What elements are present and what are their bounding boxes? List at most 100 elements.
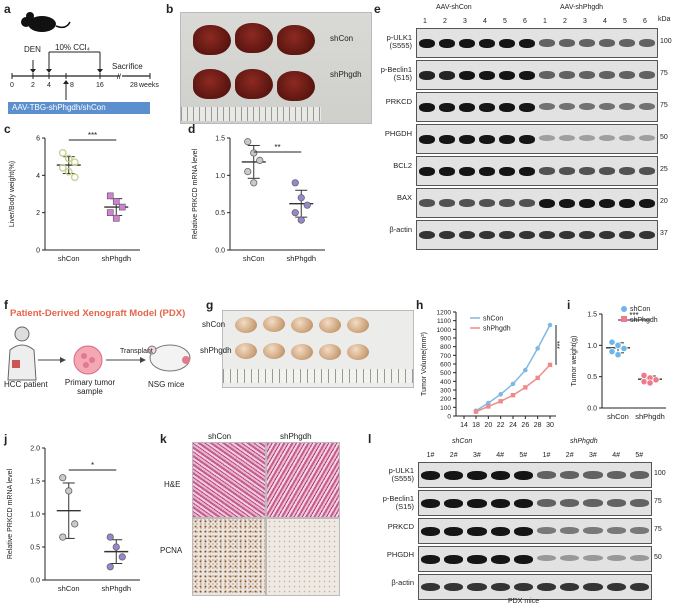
lane-label: 5 (623, 18, 627, 25)
lane-label: 5# (519, 452, 528, 459)
x-tick-label: shPhgdh (101, 254, 131, 263)
x-axis-label: Days (497, 433, 514, 434)
data-point (652, 376, 660, 384)
blot-band (629, 471, 649, 479)
x-tick-label: shPhgdh (286, 254, 316, 263)
kda-marker: 50 (660, 133, 668, 141)
x-tick-label: shPhgdh (635, 412, 665, 421)
blot-band (619, 135, 635, 142)
blot-band (583, 471, 603, 479)
blot-row-label: p-ULK1 (S555) (388, 466, 414, 483)
blot-band (479, 231, 495, 240)
y-axis-label: Tumor Volume(mm³) (421, 332, 428, 396)
chart-d: 0.0 0.5 1.0 1.5 Relative PRKCD mRNA level shC… (192, 136, 325, 263)
x-tick-label: 18 (472, 422, 480, 429)
blot-band (419, 103, 435, 112)
data-point (547, 362, 553, 368)
blot-band (499, 135, 515, 144)
blot-band (619, 71, 635, 79)
blot-band (619, 231, 635, 240)
y-tick-label: 100 (440, 405, 451, 412)
lane-label: 4 (603, 18, 607, 25)
data-point (112, 214, 120, 222)
weeks-label: weeks (139, 82, 159, 89)
tick-8: 8 (70, 82, 74, 89)
lane-label: 5 (503, 18, 507, 25)
kda-marker: 75 (660, 101, 668, 109)
blot-band (419, 199, 435, 207)
legend-marker (621, 306, 627, 312)
y-tick-label: 400 (440, 379, 451, 386)
blot-band (444, 583, 464, 592)
blot-band (559, 71, 575, 79)
lane-label: 3# (473, 452, 481, 459)
y-axis-label: Relative PRKCD mRNA level (7, 468, 14, 559)
blot-l: 1# 2# 3# 4# 5# 1# 2# 3# 4# 5# p-ULK1 (S555) 100 p-Be… (366, 440, 685, 605)
panel-label-g: g (206, 298, 214, 312)
blot-strip (416, 92, 658, 122)
y-tick-label: 800 (440, 344, 451, 351)
blot-band (579, 199, 595, 208)
pcna-shcon-image (192, 518, 266, 596)
x-tick-label: shPhgdh (101, 584, 131, 593)
ihc-col-shphgdh: shPhgdh (280, 432, 312, 441)
blot-band (479, 135, 495, 144)
blot-strip (418, 462, 652, 488)
kda-marker: 37 (660, 229, 668, 237)
blot-band (599, 39, 615, 47)
blot-band (444, 499, 464, 508)
x-tick-label: 14 (460, 422, 468, 429)
blot-band (559, 103, 575, 111)
y-tick-label: 1100 (437, 318, 451, 325)
lane-label: 3# (589, 452, 597, 459)
kda-marker: 50 (654, 554, 662, 562)
blot-band (606, 471, 626, 479)
blot-band (444, 527, 464, 536)
y-axis-label: Liver/Body weight(%) (9, 161, 16, 227)
blot-band (490, 527, 510, 536)
blot-strip (418, 574, 652, 600)
blot-band (490, 555, 510, 564)
blot-band (439, 71, 455, 80)
blot-band (606, 499, 626, 507)
blot-band (439, 231, 455, 240)
panel-label-b: b (166, 2, 174, 16)
x-tick-label: 24 (509, 422, 517, 429)
y-tick-label: 0.5 (215, 210, 225, 217)
lane-label: 2# (565, 452, 574, 459)
blot-l-footer: PDX mice (508, 598, 540, 605)
legend-label: shPhgdh (483, 326, 511, 333)
data-point (523, 367, 528, 373)
blot-band (459, 135, 475, 144)
blot-band (519, 231, 535, 240)
den-label: DEN (24, 45, 41, 54)
mouse-icon (147, 344, 191, 372)
data-point (118, 553, 126, 561)
pcna-shphgdh-image (266, 518, 340, 596)
blot-band (444, 471, 464, 480)
blot-band (629, 555, 649, 562)
data-point (291, 179, 299, 187)
data-point (58, 163, 67, 172)
blot-row-label: β-actin (391, 578, 414, 588)
blot-band (479, 199, 495, 207)
data-point (250, 149, 258, 157)
blot-band (479, 71, 495, 80)
x-tick-label: shCon (243, 254, 265, 263)
blot-band (421, 471, 441, 480)
y-tick-label: 0.5 (30, 545, 40, 552)
data-point (640, 371, 648, 380)
panel-label-h: h (416, 298, 424, 312)
blot-e: 1 2 3 4 5 6 1 2 3 4 5 6 p-ULK1 (S555) 100 p-Beclin1 (S… (372, 0, 685, 260)
x-tick-label: 22 (497, 422, 505, 429)
nsg-mice-label: NSG mice (148, 380, 185, 389)
lane-label: 4# (496, 452, 504, 459)
blot-band (419, 167, 435, 176)
blot-band (439, 135, 455, 144)
lane-label: 1 (543, 18, 547, 25)
panel-label-c: c (4, 122, 11, 136)
x-tick-label: shCon (58, 254, 80, 263)
lane-label: 2 (563, 18, 567, 25)
data-point (106, 192, 114, 200)
